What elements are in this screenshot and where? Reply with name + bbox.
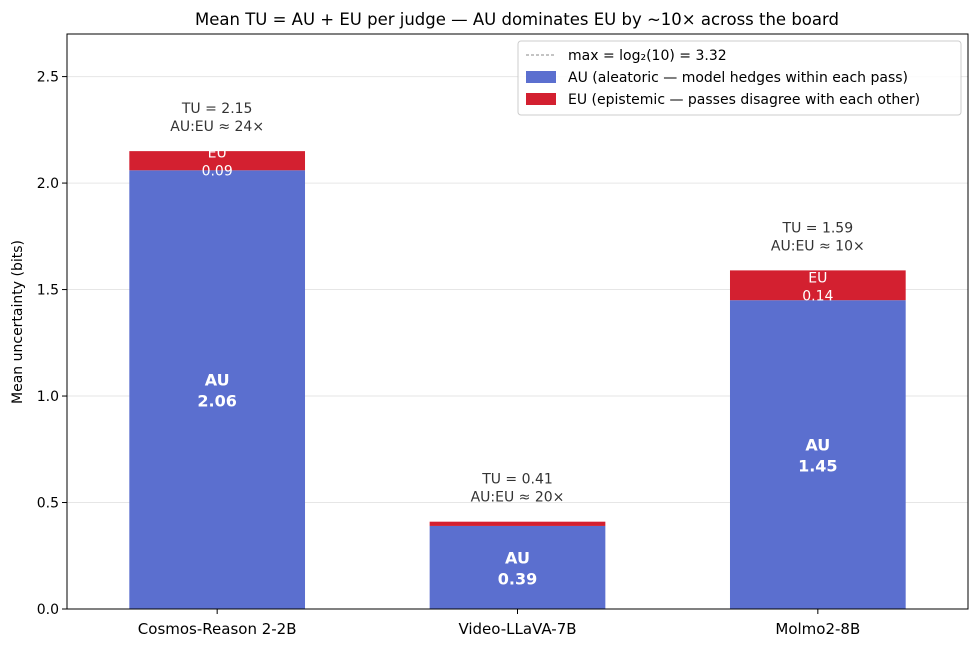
- y-tick-label: 1.0: [37, 389, 59, 405]
- y-tick-label: 2.0: [37, 176, 59, 192]
- chart-title: Mean TU = AU + EU per judge — AU dominat…: [195, 10, 839, 29]
- legend-swatch-eu: [526, 93, 556, 105]
- au-segment-label: AU: [205, 371, 230, 390]
- y-tick-label: 0.0: [37, 602, 59, 618]
- eu-segment-label: EU: [808, 270, 827, 286]
- au-segment-label: AU: [805, 436, 830, 455]
- y-tick-label: 1.5: [37, 283, 59, 299]
- legend: max = log₂(10) = 3.32 AU (aleatoric — mod…: [517, 40, 962, 116]
- eu-segment-value: 0.14: [802, 288, 833, 304]
- au-eu-ratio-label: AU:EU ≈ 20×: [471, 490, 565, 506]
- eu-segment-label: EU: [208, 146, 227, 162]
- au-segment-label: AU: [505, 548, 530, 567]
- legend-box: [517, 40, 962, 116]
- legend-swatch-au: [526, 71, 556, 83]
- au-segment-value: 0.39: [498, 569, 537, 588]
- bars: [129, 151, 906, 609]
- x-tick-label: Video-LLaVA-7B: [458, 620, 576, 638]
- total-uncertainty-label: TU = 1.59: [782, 220, 854, 236]
- y-axis: 0.0 0.5 1.0 1.5 2.0 2.5: [37, 70, 67, 618]
- total-uncertainty-label: TU = 0.41: [481, 472, 553, 488]
- au-segment-value: 1.45: [798, 457, 837, 476]
- x-axis: Cosmos-Reason 2-2B Video-LLaVA-7B Molmo2-8…: [138, 609, 860, 638]
- legend-label-max: max = log₂(10) = 3.32: [568, 48, 727, 64]
- y-tick-label: 0.5: [37, 496, 59, 512]
- bar-eu: [129, 151, 306, 171]
- bar-au: [729, 300, 906, 609]
- bar-eu: [729, 270, 906, 301]
- y-tick-label: 2.5: [37, 70, 59, 86]
- au-eu-ratio-label: AU:EU ≈ 24×: [170, 119, 264, 135]
- legend-label-eu: EU (epistemic — passes disagree with eac…: [568, 92, 920, 108]
- y-axis-label: Mean uncertainty (bits): [10, 240, 26, 404]
- bar-eu: [429, 521, 606, 526]
- au-segment-value: 2.06: [197, 392, 236, 411]
- x-tick-label: Molmo2-8B: [775, 620, 860, 638]
- x-tick-label: Cosmos-Reason 2-2B: [138, 620, 297, 638]
- legend-label-au: AU (aleatoric — model hedges within each…: [568, 70, 908, 86]
- bar-labels: AU 2.06 EU 0.09 AU 0.39 AU 1.45 EU 0.14: [197, 146, 837, 589]
- total-uncertainty-label: TU = 2.15: [181, 101, 253, 117]
- eu-segment-value: 0.09: [202, 164, 233, 180]
- bar-au: [429, 525, 606, 609]
- bar-au: [129, 170, 306, 609]
- annotations: TU = 2.15 AU:EU ≈ 24× TU = 0.41 AU:EU ≈ 20×…: [170, 101, 864, 506]
- au-eu-ratio-label: AU:EU ≈ 10×: [771, 238, 865, 254]
